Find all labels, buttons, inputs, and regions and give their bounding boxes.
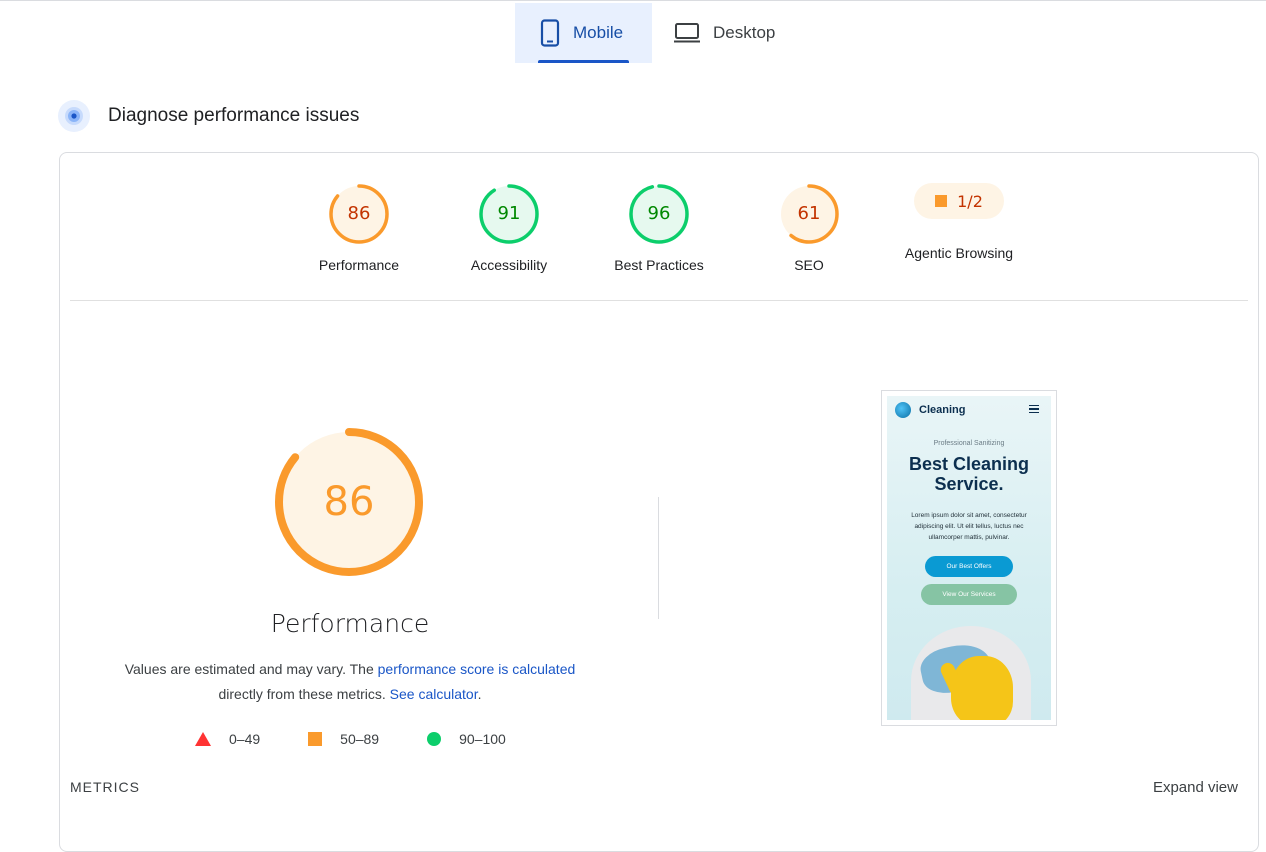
tab-desktop-label: Desktop	[713, 23, 776, 42]
tab-desktop[interactable]: Desktop	[652, 3, 802, 63]
section-title: Diagnose performance issues	[108, 105, 360, 126]
gauge-score: 91	[497, 203, 521, 224]
gauge-score: 86	[347, 203, 371, 224]
glove-cleaning-image	[911, 626, 1031, 720]
preview-heading: Best Cleaning Service.	[887, 454, 1051, 494]
hamburger-menu-icon	[1029, 405, 1039, 413]
glove-shape	[951, 656, 1013, 720]
legend-range: 0–49	[229, 731, 261, 747]
performance-gauge-large: 86	[272, 425, 426, 579]
triangle-icon	[195, 732, 211, 746]
report-card: 86 Performance 91 Accessibility 96 Best …	[59, 152, 1259, 852]
category-gauges: 86 Performance 91 Accessibility 96 Best …	[60, 183, 1258, 283]
legend-range: 50–89	[340, 731, 380, 747]
score-calculated-link[interactable]: performance score is calculated	[377, 661, 576, 677]
gauge-ring: 96	[628, 183, 690, 245]
gauge-ring: 61	[778, 183, 840, 245]
screenshot-content: Cleaning Professional Sanitizing Best Cl…	[887, 396, 1051, 720]
divider	[70, 300, 1248, 301]
vertical-divider	[658, 497, 659, 619]
device-tabs: Mobile Desktop	[515, 3, 802, 63]
section-header: Diagnose performance issues	[58, 100, 359, 132]
page-screenshot[interactable]: Cleaning Professional Sanitizing Best Cl…	[881, 390, 1057, 726]
tab-mobile[interactable]: Mobile	[515, 3, 652, 63]
preview-heading-line: Service.	[934, 474, 1004, 494]
gauge-ring: 86	[328, 183, 390, 245]
preview-offers-button: Our Best Offers	[925, 556, 1013, 577]
cleaning-logo-icon	[895, 402, 911, 418]
square-icon	[308, 732, 323, 746]
score-legend: 0–49 50–89 90–100	[195, 731, 554, 747]
gauge-label: Performance	[318, 257, 400, 273]
preview-services-button: View Our Services	[921, 584, 1017, 605]
legend-item-pass: 90–100	[427, 731, 506, 747]
see-calculator-link[interactable]: See calculator	[389, 686, 478, 702]
gauge-label: Accessibility	[470, 257, 548, 273]
gauge-label: SEO	[794, 257, 824, 273]
top-border	[0, 0, 1266, 3]
expand-view-button[interactable]: Expand view	[1152, 779, 1238, 796]
legend-range: 90–100	[459, 731, 506, 747]
preview-brand: Cleaning	[919, 404, 966, 416]
gauge-ring: 91	[478, 183, 540, 245]
gauge-label: Agentic Browsing	[904, 245, 1014, 261]
gauge-accessibility[interactable]: 91 Accessibility	[449, 183, 569, 273]
gauge-score: 96	[647, 203, 671, 224]
desc-text: .	[477, 686, 482, 702]
preview-subtitle: Professional Sanitizing	[933, 440, 1005, 447]
gauge-seo[interactable]: 61 SEO	[749, 183, 869, 273]
metrics-heading: METRICS	[70, 779, 140, 795]
laptop-icon	[673, 22, 701, 44]
legend-item-fail: 0–49	[195, 731, 260, 747]
gauge-score: 61	[797, 203, 821, 224]
legend-item-average: 50–89	[308, 731, 379, 747]
gauge-label: Best Practices	[614, 257, 704, 273]
desc-text: Values are estimated and may vary. The	[124, 661, 378, 677]
tab-mobile-label: Mobile	[573, 23, 624, 42]
gauge-icon	[58, 100, 90, 132]
gauge-agentic-browsing[interactable]: 1/2 Agentic Browsing	[899, 171, 1019, 261]
performance-title: Performance	[270, 609, 430, 638]
performance-score: 86	[323, 479, 375, 525]
desc-text: directly from these metrics.	[218, 686, 386, 702]
gauge-score: 1/2	[957, 191, 983, 211]
gauge-performance[interactable]: 86 Performance	[299, 183, 419, 273]
gauge-best-practices[interactable]: 96 Best Practices	[599, 183, 719, 273]
agentic-score-pill: 1/2	[914, 183, 1004, 219]
preview-body: Lorem ipsum dolor sit amet, consectetur …	[911, 512, 1027, 541]
preview-header: Cleaning	[887, 396, 1051, 424]
preview-heading-line: Best Cleaning	[908, 454, 1030, 474]
average-square-icon	[935, 195, 948, 207]
circle-icon	[427, 732, 442, 746]
smartphone-icon	[539, 19, 561, 47]
performance-description: Values are estimated and may vary. The p…	[100, 657, 600, 707]
